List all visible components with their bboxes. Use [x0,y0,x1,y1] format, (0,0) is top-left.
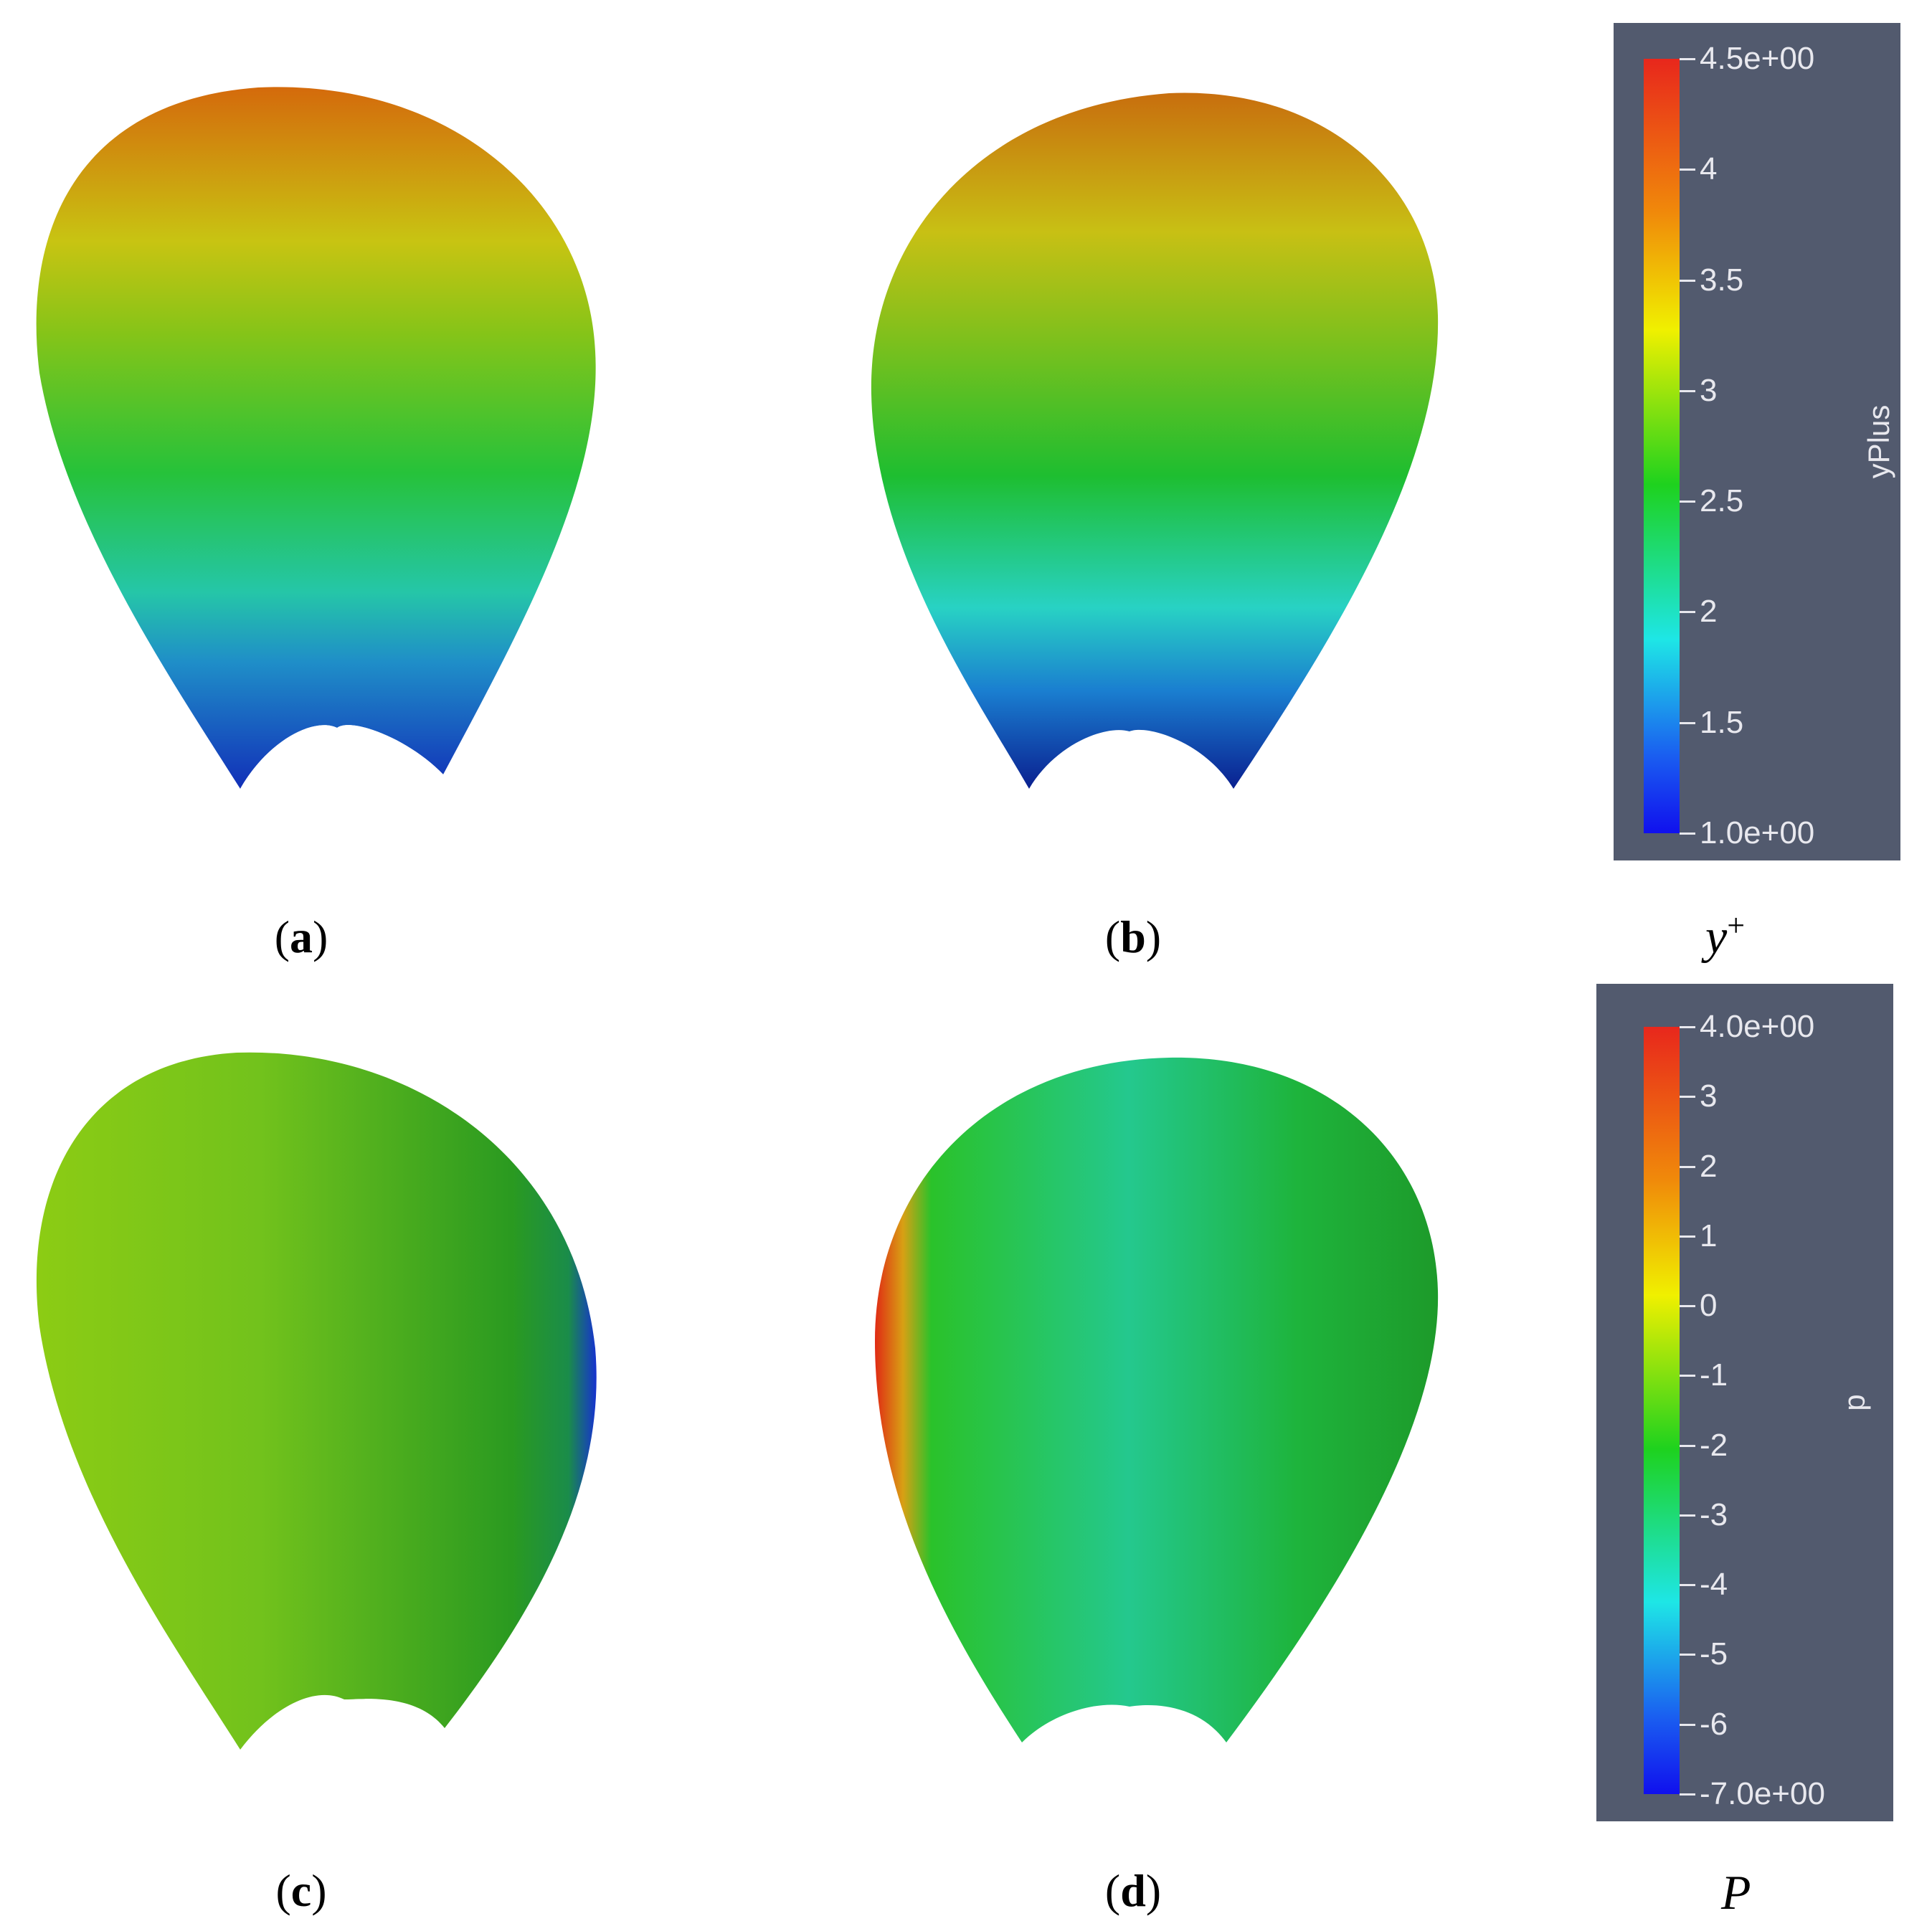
colorbar-p-tick-label: -1 [1700,1357,1728,1393]
colorbar-yplus-tick-label: 2 [1700,594,1718,630]
colorbar-yplus-tick-label: 2.5 [1700,483,1744,519]
colorbar-yplus-tick-mark [1680,501,1695,503]
colorbar-p-tick-mark [1680,1165,1695,1168]
colorbar-yplus-tick-label: 4 [1700,151,1718,187]
colorbar-p-tick-mark [1680,1235,1695,1238]
colorbar-p-tick-label: 1 [1700,1218,1718,1253]
colorbar-p-tick-mark [1680,1444,1695,1447]
colorbar-p-tick-label: -3 [1700,1497,1728,1532]
panel-d [868,1054,1456,1757]
colorbar-yplus-tick-mark [1680,169,1695,171]
colorbar-p-tick-label: 4.0e+00 [1700,1009,1815,1044]
colorbar-p-tick-label: 2 [1700,1148,1718,1184]
colorbar-p-title: p [1837,1394,1871,1411]
colorbar-p-panel: 4.0e+00 3 2 1 0 -1 -2 -3 -4 -5 -6 -7.0e+00 p [1596,984,1893,1821]
colorbar-p-tick-mark [1680,1096,1695,1099]
colorbar-p-tick-label: -6 [1700,1706,1728,1742]
colorbar-p-tick-mark [1680,1723,1695,1726]
colorbar-p-tick-label: 3 [1700,1078,1718,1114]
blade-d-pressure-contour [875,1057,1439,1742]
colorbar-yplus-tick-label: 3.5 [1700,262,1744,298]
colorbar-p-tick-mark [1680,1584,1695,1587]
colorbar-p-tick-mark [1680,1026,1695,1028]
colorbar-yplus-tick-mark [1680,611,1695,614]
p-variable-label: P [1721,1865,1751,1920]
colorbar-p-tick-label: -5 [1700,1636,1728,1672]
colorbar-p-tick-label: 0 [1700,1288,1718,1324]
caption-c: (c) [275,1865,327,1916]
colorbar-p-tick-label: -7.0e+00 [1700,1776,1825,1811]
panel-b [868,79,1456,796]
colorbar-yplus-tick-label: 1.5 [1700,704,1744,740]
colorbar-yplus-tick-mark [1680,833,1695,835]
colorbar-p-tick-label: -4 [1700,1567,1728,1603]
caption-b: (b) [1104,911,1162,962]
colorbar-yplus-tick-label: 3 [1700,372,1718,408]
blade-c-pressure-contour [36,1052,597,1750]
caption-d: (d) [1104,1865,1162,1916]
colorbar-p-tick-mark [1680,1654,1695,1656]
panel-c [22,1047,610,1757]
colorbar-p-gradient [1644,1027,1680,1794]
blade-b-yplus-contour [871,93,1439,789]
colorbar-p-tick-mark [1680,1514,1695,1517]
colorbar-yplus-title: yPlus [1862,404,1895,479]
blade-a-yplus-contour [36,87,596,789]
colorbar-yplus-tick-label: 1.0e+00 [1700,815,1815,850]
colorbar-yplus-tick-mark [1680,721,1695,724]
colorbar-p-tick-mark [1680,1793,1695,1796]
colorbar-p-tick-label: -2 [1700,1427,1728,1463]
colorbar-yplus-tick-label: 4.5e+00 [1700,41,1815,76]
colorbar-yplus-tick-mark [1680,58,1695,60]
colorbar-yplus-panel: 4.5e+00 4 3.5 3 2.5 2 1.5 1.0e+00 yPlus [1614,23,1900,860]
colorbar-p-tick-mark [1680,1305,1695,1308]
colorbar-yplus-tick-mark [1680,279,1695,282]
colorbar-yplus-gradient [1644,59,1680,833]
caption-a: (a) [274,911,328,962]
colorbar-yplus-tick-mark [1680,389,1695,392]
colorbar-p-tick-mark [1680,1375,1695,1377]
yplus-variable-label: y+ [1705,908,1746,964]
panel-a [22,79,610,796]
